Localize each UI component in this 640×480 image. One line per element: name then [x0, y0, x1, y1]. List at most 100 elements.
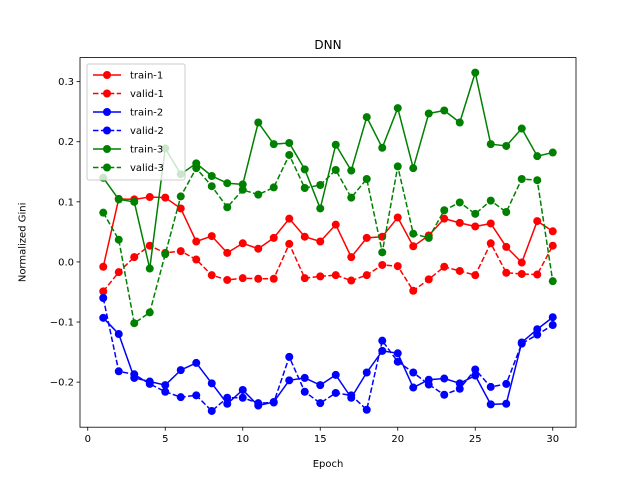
y-tick-label: 0.3: [58, 77, 74, 88]
data-point-train-1: [533, 217, 542, 226]
data-point-valid-3: [176, 192, 185, 201]
data-point-valid-2: [238, 393, 247, 402]
data-point-train-2: [300, 373, 309, 382]
data-point-valid-1: [347, 276, 356, 285]
data-point-valid-3: [192, 164, 201, 173]
data-point-train-1: [409, 242, 418, 251]
data-point-train-3: [114, 195, 123, 204]
data-point-train-1: [300, 232, 309, 241]
legend-label-train-1: train-1: [130, 71, 163, 82]
data-point-valid-1: [548, 241, 557, 250]
series-train-1: [99, 193, 557, 271]
data-point-valid-2: [207, 406, 216, 415]
x-tick-label: 5: [162, 434, 168, 445]
data-point-valid-3: [548, 277, 557, 286]
data-point-train-3: [347, 166, 356, 175]
data-point-valid-3: [269, 183, 278, 192]
data-point-valid-1: [285, 239, 294, 248]
data-point-valid-1: [238, 274, 247, 283]
legend-marker-train-3: [103, 145, 111, 153]
data-point-valid-2: [533, 330, 542, 339]
chart-title: DNN: [314, 38, 341, 52]
data-point-train-3: [455, 118, 464, 127]
data-point-valid-3: [285, 150, 294, 159]
data-point-train-1: [269, 233, 278, 242]
data-point-valid-3: [486, 196, 495, 205]
data-point-train-1: [502, 242, 511, 251]
data-point-train-2: [161, 381, 170, 390]
legend-label-train-3: train-3: [130, 145, 163, 156]
legend-marker-valid-1: [103, 89, 111, 98]
data-point-valid-3: [114, 235, 123, 244]
data-point-train-3: [502, 141, 511, 150]
data-point-train-1: [192, 237, 201, 246]
data-point-valid-2: [347, 391, 356, 400]
data-point-valid-2: [145, 379, 154, 388]
y-tick-label: −0.2: [50, 378, 74, 389]
data-point-valid-3: [300, 184, 309, 193]
data-point-valid-1: [517, 269, 526, 278]
series-train-2: [99, 313, 557, 410]
data-point-valid-3: [409, 229, 418, 238]
data-point-train-3: [331, 140, 340, 149]
data-point-valid-1: [424, 275, 433, 284]
data-point-valid-1: [331, 271, 340, 280]
data-point-valid-2: [455, 384, 464, 393]
data-point-train-2: [548, 313, 557, 322]
data-point-train-3: [440, 106, 449, 115]
data-point-valid-1: [99, 287, 108, 296]
data-point-valid-3: [331, 165, 340, 174]
legend-marker-valid-2: [103, 126, 111, 135]
data-point-train-2: [207, 379, 216, 388]
data-point-train-3: [207, 171, 216, 180]
data-point-valid-2: [254, 399, 263, 408]
data-point-valid-3: [145, 308, 154, 317]
data-point-valid-1: [362, 271, 371, 280]
y-axis-label: Normalized Gini: [18, 203, 29, 283]
data-point-train-3: [548, 148, 557, 157]
data-point-train-3: [254, 118, 263, 127]
data-point-train-2: [192, 358, 201, 367]
data-point-train-1: [393, 213, 402, 222]
data-point-valid-2: [471, 365, 480, 374]
y-axis: −0.2 −0.1 0.0 0.1 0.2 0.3: [50, 77, 80, 389]
data-point-valid-2: [440, 390, 449, 399]
data-point-valid-3: [254, 190, 263, 199]
data-point-valid-2: [424, 380, 433, 389]
data-point-valid-2: [486, 382, 495, 391]
data-point-train-2: [114, 330, 123, 339]
data-point-valid-2: [502, 379, 511, 388]
data-point-train-1: [548, 227, 557, 236]
data-point-train-3: [533, 152, 542, 161]
data-point-valid-3: [99, 208, 108, 217]
x-axis-label: Epoch: [313, 459, 344, 470]
data-point-valid-1: [254, 274, 263, 283]
data-point-valid-2: [393, 357, 402, 366]
data-point-train-3: [300, 165, 309, 174]
data-point-train-2: [176, 366, 185, 375]
data-point-valid-2: [409, 368, 418, 377]
legend-label-valid-3: valid-3: [130, 163, 164, 174]
data-point-valid-2: [192, 391, 201, 400]
data-point-train-2: [393, 349, 402, 358]
data-point-train-3: [223, 179, 232, 188]
x-tick-label: 20: [391, 434, 404, 445]
data-point-train-2: [486, 400, 495, 409]
data-point-valid-2: [269, 398, 278, 407]
legend-marker-train-2: [103, 108, 111, 116]
data-point-valid-2: [548, 321, 557, 330]
data-point-valid-2: [114, 367, 123, 376]
legend-marker-train-1: [103, 71, 111, 79]
data-point-train-2: [238, 385, 247, 394]
data-point-valid-3: [238, 185, 247, 194]
data-point-valid-3: [440, 206, 449, 215]
data-point-valid-2: [223, 393, 232, 402]
data-point-train-1: [331, 220, 340, 229]
y-tick-label: 0.2: [58, 137, 74, 148]
data-point-train-1: [486, 219, 495, 228]
data-point-valid-2: [517, 339, 526, 348]
data-point-train-3: [517, 124, 526, 133]
data-point-train-1: [362, 233, 371, 242]
data-point-valid-3: [207, 182, 216, 191]
